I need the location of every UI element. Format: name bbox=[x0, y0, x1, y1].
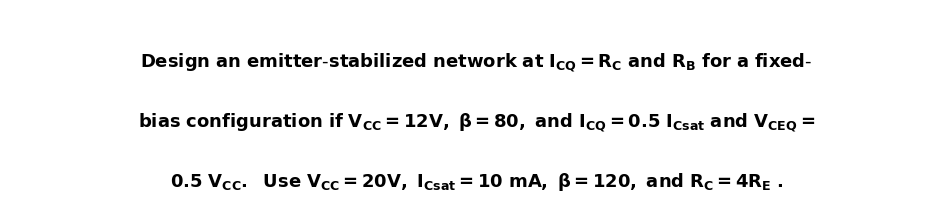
Text: $\bf{0.5\ V_{CC}.\ \ Use\ V_{CC} = 20V,\ I_{Csat} = 10\ mA,\ \beta = 120,\ and\ : $\bf{0.5\ V_{CC}.\ \ Use\ V_{CC} = 20V,\… bbox=[169, 171, 783, 193]
Text: $\bf{Design\ an\ emitter\text{-}stabilized\ network\ at\ I_{CQ} = R_C\ and\ R_B\: $\bf{Design\ an\ emitter\text{-}stabiliz… bbox=[140, 51, 812, 73]
Text: $\bf{bias\ configuration\ if\ V_{CC} = 12V,\ \beta = 80,\ and\ I_{CQ} = 0.5\ I_{: $\bf{bias\ configuration\ if\ V_{CC} = 1… bbox=[138, 111, 814, 133]
